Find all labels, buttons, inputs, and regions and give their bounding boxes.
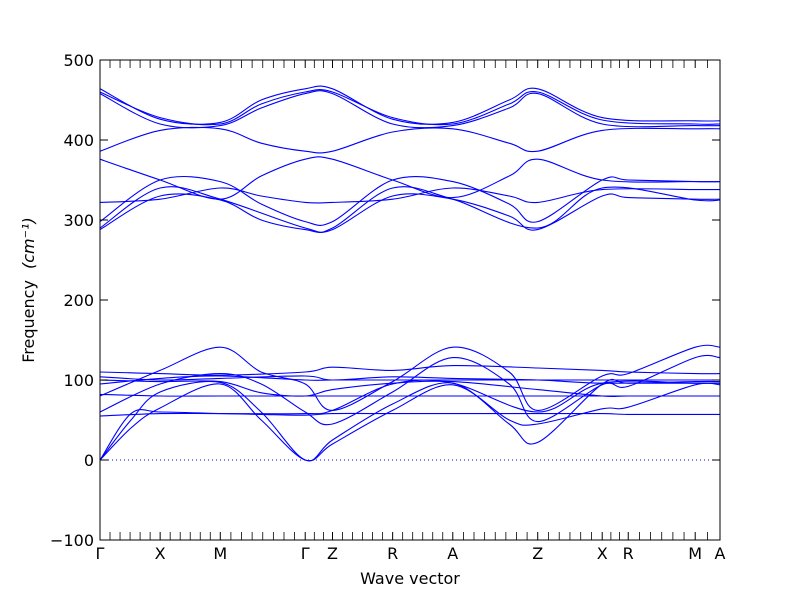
y-axis-label-text: Frequency bbox=[19, 280, 38, 363]
x-tick-label: Γ bbox=[96, 544, 105, 563]
phonon-branch-line-8 bbox=[99, 364, 721, 376]
y-axis: −100 0 100 200 300 400 500 bbox=[50, 51, 720, 550]
x-tick-label: M bbox=[213, 544, 227, 563]
phonon-branch-line-12 bbox=[99, 193, 721, 234]
x-tick-label: M bbox=[688, 544, 702, 563]
phonon-branch-line-18 bbox=[99, 90, 721, 129]
y-axis-label: Frequency (cm⁻¹) bbox=[19, 217, 38, 362]
y-axis-label-unit: (cm⁻¹) bbox=[19, 217, 38, 269]
phonon-branch-line-4 bbox=[99, 379, 720, 417]
x-tick-label: Z bbox=[532, 544, 543, 563]
x-tick-label: R bbox=[387, 544, 398, 563]
phonon-branch-line-13 bbox=[99, 186, 721, 233]
series-group bbox=[99, 85, 721, 462]
y-tick-label: −100 bbox=[50, 531, 94, 550]
phonon-branch-line-11 bbox=[99, 375, 721, 384]
phonon-branch-line-1 bbox=[99, 378, 720, 462]
phonon-branch-line-7 bbox=[99, 375, 720, 385]
phonon-branch-line-15 bbox=[99, 187, 720, 204]
phonon-branch-line-16 bbox=[99, 156, 721, 200]
svg-text:Frequency (cm⁻¹): Frequency (cm⁻¹) bbox=[19, 217, 38, 362]
phonon-branch-line-17 bbox=[99, 126, 721, 154]
x-tick-label: A bbox=[715, 544, 726, 563]
y-tick-label: 100 bbox=[63, 371, 94, 390]
y-tick-label: 500 bbox=[63, 51, 94, 70]
plot-frame bbox=[99, 59, 721, 541]
x-tick-label: X bbox=[597, 544, 608, 563]
minor-ticks bbox=[109, 60, 708, 540]
x-tick-label: R bbox=[623, 544, 634, 563]
phonon-branch-line-3 bbox=[99, 409, 720, 461]
phonon-branch-line-20 bbox=[99, 85, 721, 125]
x-axis-label: Wave vector bbox=[360, 569, 460, 588]
x-tick-label: Γ bbox=[301, 544, 310, 563]
phonon-branch-line-19 bbox=[99, 89, 721, 126]
phonon-branch-line-5 bbox=[99, 354, 721, 426]
x-tick-label: X bbox=[155, 544, 166, 563]
y-tick-label: 0 bbox=[84, 451, 94, 470]
y-tick-label: 400 bbox=[63, 131, 94, 150]
x-tick-label: Z bbox=[327, 544, 338, 563]
phonon-branch-line-2 bbox=[99, 382, 721, 462]
y-tick-label: 200 bbox=[63, 291, 94, 310]
phonon-branch-line-14 bbox=[99, 175, 721, 226]
x-tick-label: A bbox=[447, 544, 458, 563]
phonon-branch-line-10 bbox=[99, 393, 720, 397]
y-tick-label: 300 bbox=[63, 211, 94, 230]
phonon-branch-line-6 bbox=[99, 344, 721, 411]
